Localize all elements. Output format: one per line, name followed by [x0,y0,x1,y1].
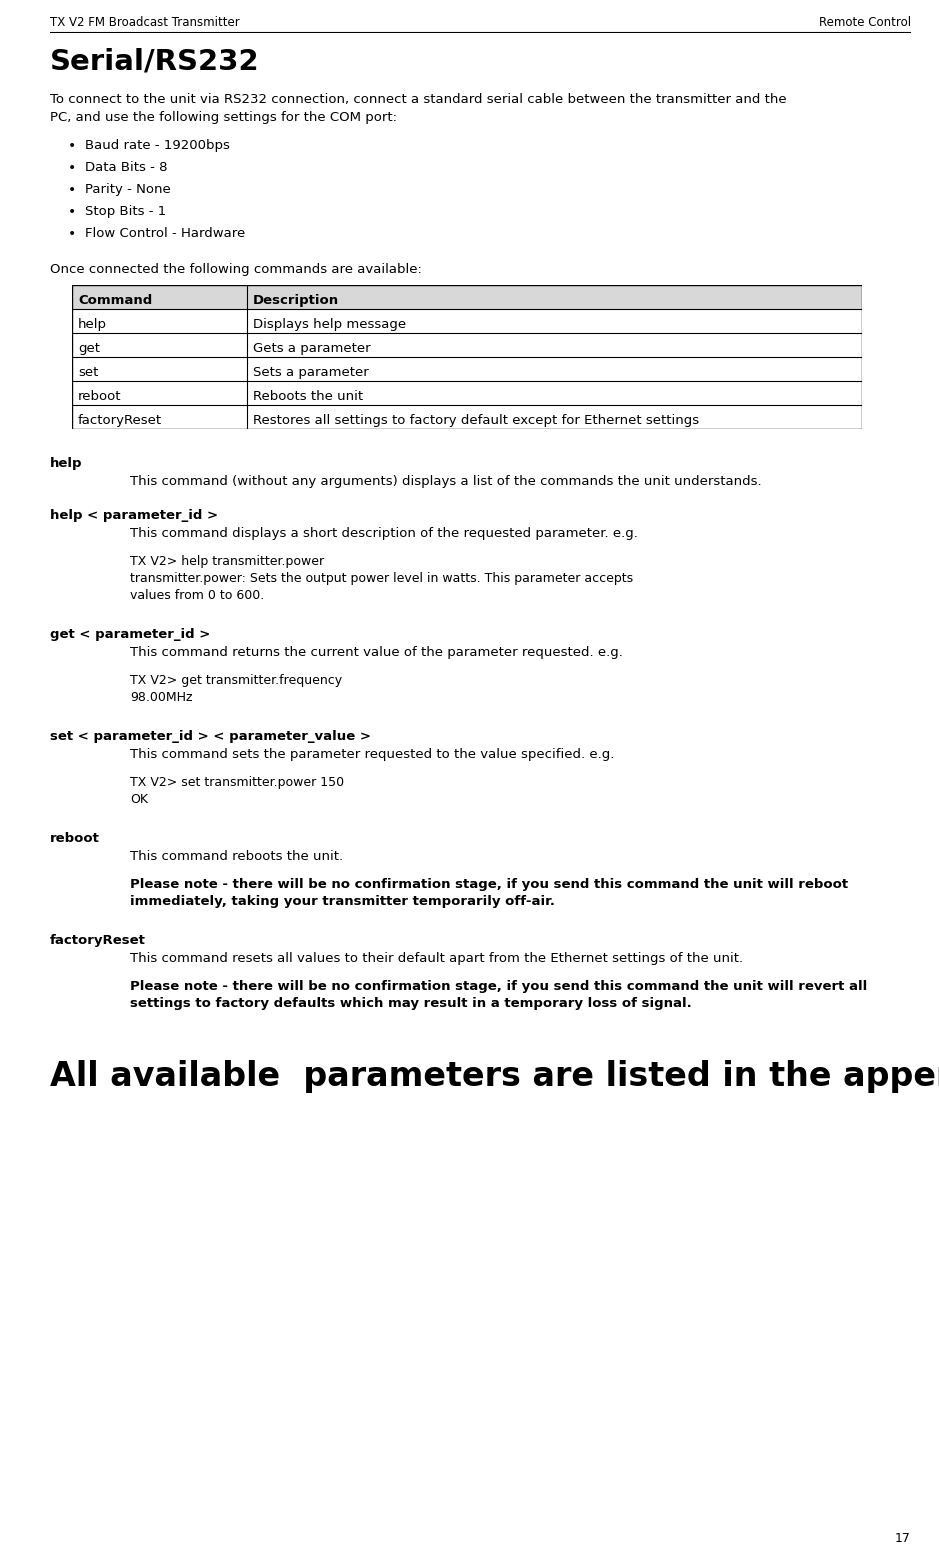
Text: Flow Control - Hardware: Flow Control - Hardware [85,227,245,240]
Text: TX V2> get transmitter.frequency: TX V2> get transmitter.frequency [130,674,342,686]
Text: This command displays a short description of the requested parameter. e.g.: This command displays a short descriptio… [130,527,638,541]
Bar [72,285,862,309]
Text: factoryReset: factoryReset [50,934,146,946]
Text: •: • [68,205,76,219]
Text: Data Bits - 8: Data Bits - 8 [85,161,167,174]
Text: TX V2> help transmitter.power: TX V2> help transmitter.power [130,555,324,567]
Text: Serial/RS232: Serial/RS232 [50,49,259,77]
Text: All available  parameters are listed in the appendix: All available parameters are listed in t… [50,1059,939,1094]
Text: TX V2> set transmitter.power 150: TX V2> set transmitter.power 150 [130,776,344,790]
Text: Remote Control: Remote Control [819,16,911,30]
Text: factoryReset: factoryReset [78,414,162,428]
Text: •: • [68,139,76,154]
Text: Reboots the unit: Reboots the unit [253,390,363,403]
Text: 17: 17 [895,1533,911,1545]
Text: help < parameter_id >: help < parameter_id > [50,509,218,522]
Text: •: • [68,161,76,176]
Text: Please note - there will be no confirmation stage, if you send this command the : Please note - there will be no confirmat… [130,979,868,993]
Text: 98.00MHz: 98.00MHz [130,691,192,704]
Text: values from 0 to 600.: values from 0 to 600. [130,589,264,602]
Text: TX V2 FM Broadcast Transmitter: TX V2 FM Broadcast Transmitter [50,16,239,30]
Text: get: get [78,342,100,356]
Text: Gets a parameter: Gets a parameter [253,342,371,356]
Text: help: help [78,318,107,331]
Text: OK: OK [130,793,148,805]
Text: This command resets all values to their default apart from the Ethernet settings: This command resets all values to their … [130,953,743,965]
Text: PC, and use the following settings for the COM port:: PC, and use the following settings for t… [50,111,397,124]
Text: get < parameter_id >: get < parameter_id > [50,628,210,641]
Text: To connect to the unit via RS232 connection, connect a standard serial cable bet: To connect to the unit via RS232 connect… [50,92,787,107]
Text: Displays help message: Displays help message [253,318,407,331]
Text: Sets a parameter: Sets a parameter [253,367,369,379]
Text: This command (without any arguments) displays a list of the commands the unit un: This command (without any arguments) dis… [130,475,762,487]
Text: reboot: reboot [78,390,121,403]
Text: help: help [50,458,83,470]
Text: This command returns the current value of the parameter requested. e.g.: This command returns the current value o… [130,646,623,660]
Text: settings to factory defaults which may result in a temporary loss of signal.: settings to factory defaults which may r… [130,997,692,1011]
Text: This command reboots the unit.: This command reboots the unit. [130,849,343,863]
Text: set < parameter_id > < parameter_value >: set < parameter_id > < parameter_value > [50,730,371,743]
Text: set: set [78,367,99,379]
Text: immediately, taking your transmitter temporarily off-air.: immediately, taking your transmitter tem… [130,895,555,907]
Text: •: • [68,183,76,197]
Text: Baud rate - 19200bps: Baud rate - 19200bps [85,139,230,152]
Text: transmitter.power: Sets the output power level in watts. This parameter accepts: transmitter.power: Sets the output power… [130,572,633,584]
Text: Once connected the following commands are available:: Once connected the following commands ar… [50,263,422,276]
Text: This command sets the parameter requested to the value specified. e.g.: This command sets the parameter requeste… [130,747,614,762]
Text: Command: Command [78,295,152,307]
Text: reboot: reboot [50,832,100,845]
Text: Stop Bits - 1: Stop Bits - 1 [85,205,166,218]
Text: Description: Description [253,295,339,307]
Text: Please note - there will be no confirmation stage, if you send this command the : Please note - there will be no confirmat… [130,878,848,892]
Text: Parity - None: Parity - None [85,183,171,196]
Text: Restores all settings to factory default except for Ethernet settings: Restores all settings to factory default… [253,414,700,428]
Text: •: • [68,227,76,241]
